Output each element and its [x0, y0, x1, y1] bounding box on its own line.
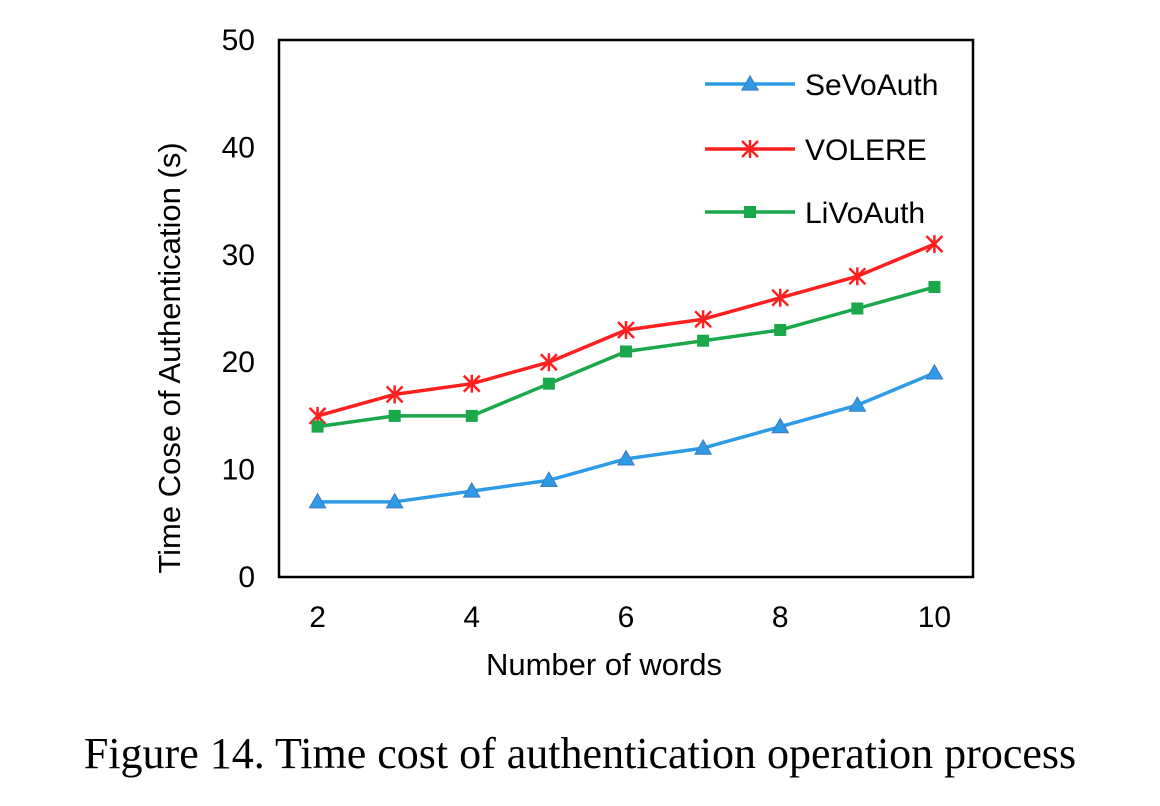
data-point: [620, 345, 632, 358]
data-point: [462, 374, 481, 393]
data-point: [465, 409, 478, 422]
data-point: [311, 420, 324, 433]
data-point: [462, 481, 481, 498]
y-tick-label: 40: [222, 131, 255, 164]
data-point: [542, 377, 555, 390]
legend-label: LiVoAuth: [805, 197, 925, 230]
line-chart: 0 10 20 30 40 50 2 4 6 8 10 SeVoAuth VOLERE LiVoAuth…: [152, 24, 975, 682]
legend-entry: SeVoAuth: [705, 69, 938, 102]
data-point: [741, 140, 759, 158]
data-point: [851, 302, 864, 315]
data-point: [848, 267, 867, 286]
y-tick-label: 20: [222, 346, 255, 379]
legend-label: VOLERE: [805, 134, 927, 167]
data-point: [308, 492, 327, 509]
data-point: [617, 320, 635, 339]
data-point: [694, 438, 713, 455]
data-point: [771, 288, 790, 307]
data-point: [925, 363, 944, 380]
data-point: [928, 281, 941, 294]
data-point: [848, 395, 867, 412]
x-axis-title: Number of words: [486, 647, 722, 682]
data-point: [616, 449, 636, 466]
data-point: [539, 471, 558, 487]
data-point: [771, 417, 790, 434]
y-tick-label: 50: [222, 24, 255, 57]
data-point: [744, 206, 756, 218]
data-point: [385, 385, 404, 404]
data-point: [388, 409, 401, 422]
x-tick-label: 2: [309, 601, 326, 634]
legend-entry: VOLERE: [705, 134, 927, 167]
data-point: [697, 334, 710, 347]
figure-caption: Figure 14. Time cost of authentication o…: [83, 729, 1077, 778]
x-tick-label: 10: [918, 601, 951, 634]
x-tick-label: 6: [618, 601, 635, 634]
x-tick-label: 8: [772, 601, 789, 634]
y-tick-label: 10: [222, 454, 255, 487]
legend: SeVoAuth VOLERE LiVoAuth: [705, 69, 938, 230]
plot-area: [277, 38, 975, 579]
y-tick-label: 30: [222, 239, 255, 272]
y-axis-title: Time Cose of Authentication (s): [152, 142, 187, 573]
series-livoauth: [311, 281, 941, 433]
data-point: [385, 492, 404, 509]
legend-label: SeVoAuth: [805, 69, 938, 102]
data-point: [540, 353, 558, 372]
data-point: [925, 235, 944, 254]
x-tick-label: 4: [463, 601, 480, 634]
data-point: [774, 323, 787, 336]
y-tick-label: 0: [238, 561, 255, 594]
legend-entry: LiVoAuth: [705, 197, 925, 230]
data-point: [740, 74, 760, 91]
series-sevoauth: [308, 363, 944, 509]
data-point: [694, 310, 712, 329]
series-volere: [308, 235, 944, 425]
